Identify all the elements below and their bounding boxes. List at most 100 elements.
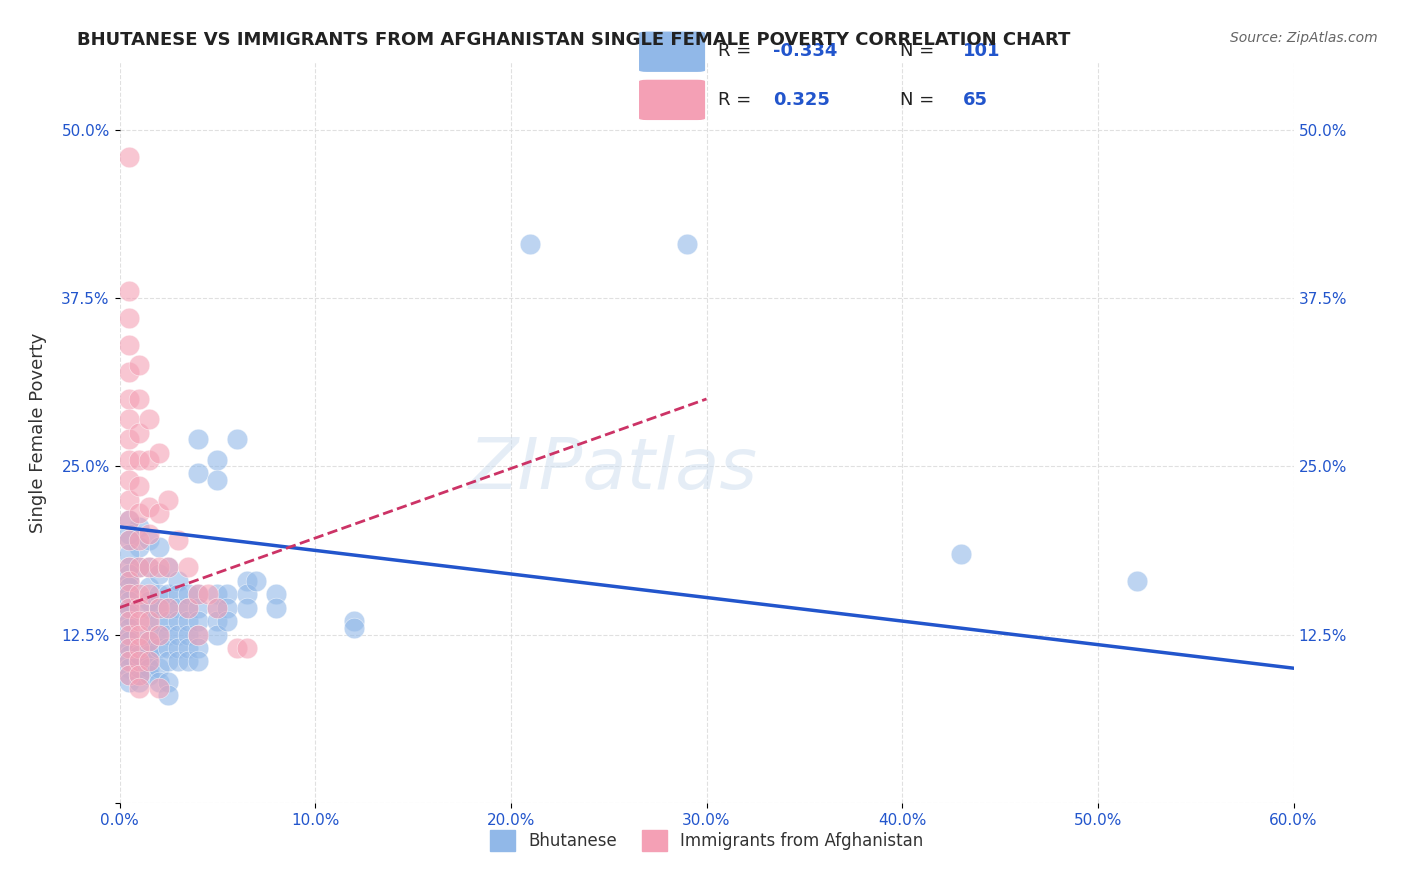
Point — [118, 581, 141, 595]
Y-axis label: Single Female Poverty: Single Female Poverty — [30, 333, 48, 533]
Point — [264, 600, 287, 615]
Text: N =: N = — [900, 92, 939, 110]
Point — [138, 452, 160, 467]
Point — [177, 627, 200, 641]
Point — [167, 614, 190, 628]
Text: ZIPatlas: ZIPatlas — [468, 435, 756, 504]
Point — [118, 392, 141, 406]
Point — [118, 594, 141, 608]
Point — [225, 433, 249, 447]
Point — [128, 627, 150, 641]
Point — [118, 668, 141, 682]
Point — [157, 614, 180, 628]
Point — [157, 674, 180, 689]
Point — [1126, 574, 1149, 588]
Point — [118, 655, 141, 669]
Point — [217, 587, 239, 601]
Point — [128, 614, 150, 628]
Point — [138, 600, 160, 615]
Point — [128, 520, 150, 534]
Point — [519, 237, 541, 252]
Point — [128, 560, 150, 574]
Point — [128, 560, 150, 574]
Point — [128, 681, 150, 696]
Point — [167, 600, 190, 615]
Point — [118, 452, 141, 467]
Point — [245, 574, 267, 588]
Point — [235, 600, 257, 615]
Point — [148, 627, 170, 641]
Point — [138, 587, 160, 601]
Point — [118, 150, 141, 164]
Point — [207, 600, 229, 615]
Point — [118, 607, 141, 622]
Point — [157, 627, 180, 641]
Point — [187, 614, 209, 628]
Point — [167, 587, 190, 601]
Point — [148, 614, 170, 628]
Text: 65: 65 — [963, 92, 988, 110]
Point — [118, 614, 141, 628]
Point — [187, 600, 209, 615]
Point — [187, 655, 209, 669]
Point — [207, 452, 229, 467]
Point — [118, 533, 141, 548]
Point — [138, 581, 160, 595]
Text: 0.325: 0.325 — [773, 92, 830, 110]
Point — [128, 640, 150, 655]
Point — [187, 627, 209, 641]
Point — [138, 526, 160, 541]
Point — [118, 668, 141, 682]
Point — [128, 452, 150, 467]
Point — [118, 513, 141, 527]
Point — [118, 338, 141, 352]
Point — [148, 600, 170, 615]
Point — [128, 540, 150, 554]
Point — [157, 560, 180, 574]
Point — [138, 640, 160, 655]
Point — [148, 560, 170, 574]
Point — [148, 566, 170, 581]
Point — [177, 640, 200, 655]
Point — [343, 621, 366, 635]
Point — [177, 560, 200, 574]
FancyBboxPatch shape — [638, 31, 706, 72]
Point — [128, 600, 150, 615]
Point — [138, 627, 160, 641]
Point — [128, 668, 150, 682]
Point — [118, 473, 141, 487]
Text: -0.334: -0.334 — [773, 42, 838, 60]
Point — [177, 614, 200, 628]
Point — [148, 627, 170, 641]
Point — [235, 574, 257, 588]
Point — [118, 661, 141, 675]
Point — [207, 587, 229, 601]
Point — [148, 600, 170, 615]
Point — [118, 634, 141, 648]
Point — [118, 614, 141, 628]
Point — [118, 648, 141, 662]
Point — [187, 627, 209, 641]
Point — [207, 614, 229, 628]
Point — [138, 533, 160, 548]
Point — [138, 634, 160, 648]
Point — [118, 285, 141, 299]
Point — [264, 587, 287, 601]
Point — [187, 587, 209, 601]
Point — [138, 412, 160, 426]
Text: R =: R = — [718, 92, 758, 110]
Point — [177, 600, 200, 615]
Point — [118, 365, 141, 379]
Point — [187, 640, 209, 655]
Point — [128, 533, 150, 548]
Point — [128, 507, 150, 521]
Point — [118, 547, 141, 561]
Text: Source: ZipAtlas.com: Source: ZipAtlas.com — [1230, 31, 1378, 45]
Point — [148, 540, 170, 554]
Point — [138, 560, 160, 574]
Point — [138, 655, 160, 669]
Point — [157, 492, 180, 507]
Point — [148, 446, 170, 460]
Point — [118, 311, 141, 326]
Point — [197, 587, 219, 601]
